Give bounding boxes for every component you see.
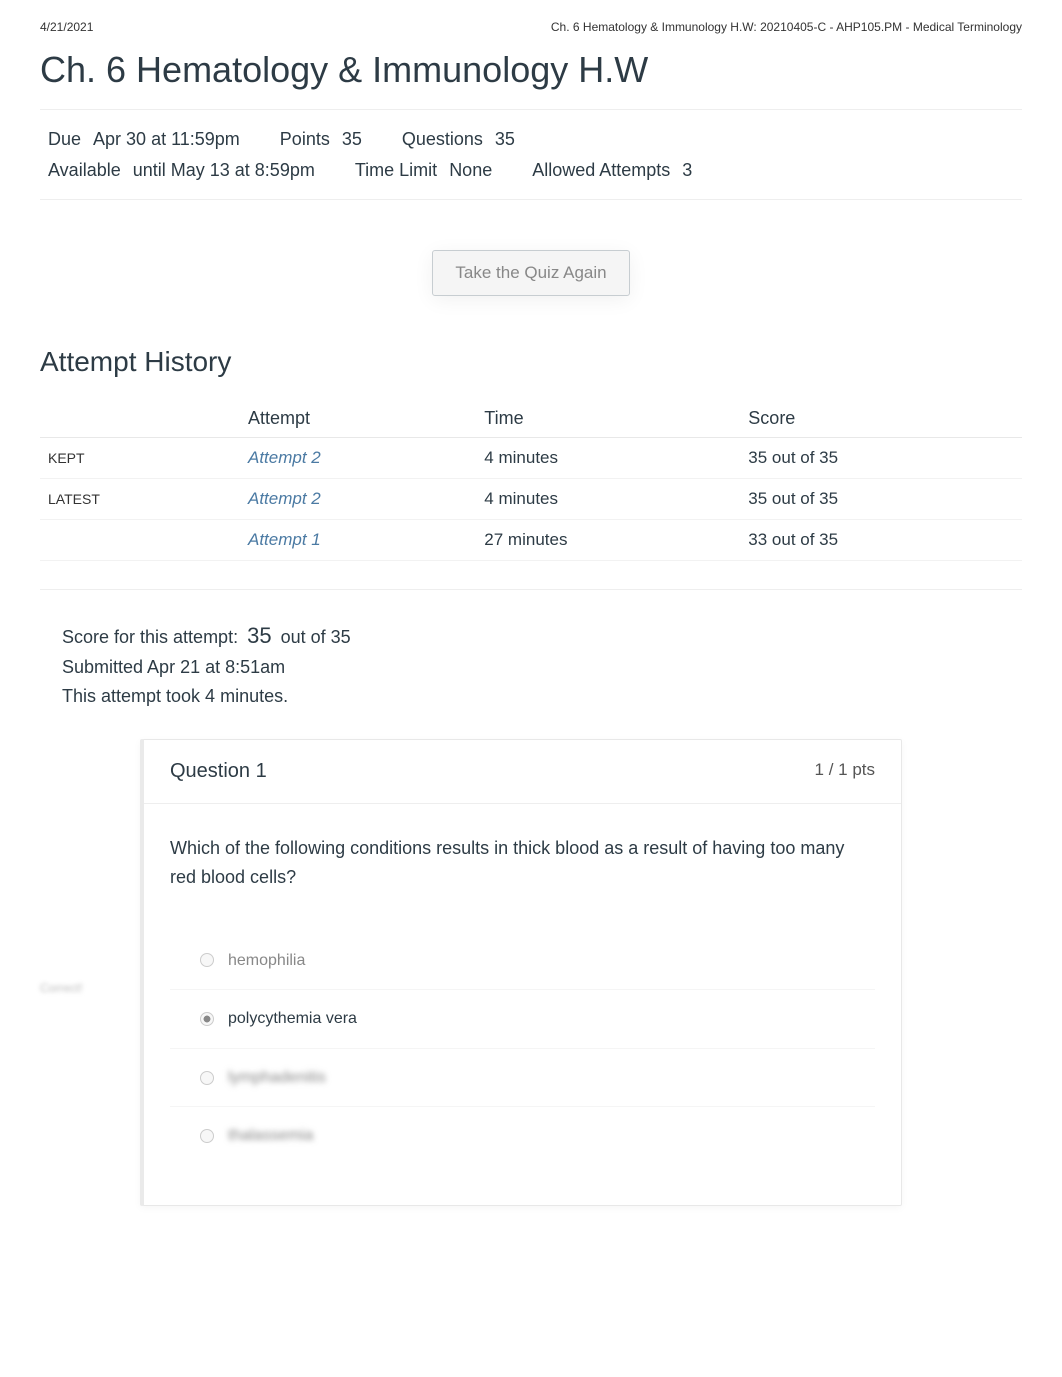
header-date: 4/21/2021 xyxy=(40,20,93,34)
timelimit-value: None xyxy=(449,155,492,186)
question-points: 1 / 1 pts xyxy=(815,760,875,783)
col-time: Time xyxy=(476,400,740,438)
available-label: Available xyxy=(48,155,121,186)
row-tag: KEPT xyxy=(40,438,240,479)
col-attempt: Attempt xyxy=(240,400,476,438)
row-tag xyxy=(40,520,240,561)
attempts-value: 3 xyxy=(682,155,692,186)
questions-label: Questions xyxy=(402,124,483,155)
option-row: lymphadenitis xyxy=(170,1048,875,1107)
radio-icon xyxy=(200,953,214,967)
option-text: lymphadenitis xyxy=(228,1065,326,1091)
table-row: LATEST Attempt 2 4 minutes 35 out of 35 xyxy=(40,479,1022,520)
row-time: 4 minutes xyxy=(476,438,740,479)
points-value: 35 xyxy=(342,124,362,155)
option-text: polycythemia vera xyxy=(228,1006,357,1032)
score-summary: Score for this attempt: 35 out of 35 Sub… xyxy=(40,590,1022,729)
submitted-line: Submitted Apr 21 at 8:51am xyxy=(62,653,1000,682)
question-label: Question 1 xyxy=(170,760,267,783)
row-score: 35 out of 35 xyxy=(740,479,1022,520)
duration-line: This attempt took 4 minutes. xyxy=(62,682,1000,711)
attempts-label: Allowed Attempts xyxy=(532,155,670,186)
attempt-link[interactable]: Attempt 2 xyxy=(248,489,321,508)
option-text: hemophilia xyxy=(228,948,305,974)
question-text: Which of the following conditions result… xyxy=(170,834,875,892)
quiz-meta-bar: Due Apr 30 at 11:59pm Points 35 Question… xyxy=(40,109,1022,200)
attempt-history-table: Attempt Time Score KEPT Attempt 2 4 minu… xyxy=(40,400,1022,561)
radio-icon xyxy=(200,1129,214,1143)
page-title: Ch. 6 Hematology & Immunology H.W xyxy=(40,49,1022,91)
attempt-link[interactable]: Attempt 1 xyxy=(248,530,321,549)
option-text: thalassemia xyxy=(228,1123,313,1149)
radio-icon xyxy=(200,1071,214,1085)
col-score: Score xyxy=(740,400,1022,438)
radio-icon xyxy=(200,1012,214,1026)
take-quiz-again-button[interactable]: Take the Quiz Again xyxy=(432,250,629,296)
row-tag: LATEST xyxy=(40,479,240,520)
options-list: hemophilia polycythemia vera lymphadenit… xyxy=(170,932,875,1165)
due-value: Apr 30 at 11:59pm xyxy=(93,124,240,155)
header-breadcrumb: Ch. 6 Hematology & Immunology H.W: 20210… xyxy=(551,20,1022,34)
points-label: Points xyxy=(280,124,330,155)
table-row: KEPT Attempt 2 4 minutes 35 out of 35 xyxy=(40,438,1022,479)
page-header: 4/21/2021 Ch. 6 Hematology & Immunology … xyxy=(40,20,1022,34)
question-card: Question 1 1 / 1 pts Which of the follow… xyxy=(140,739,902,1206)
option-row: hemophilia xyxy=(170,932,875,990)
table-row: Attempt 1 27 minutes 33 out of 35 xyxy=(40,520,1022,561)
option-row: polycythemia vera xyxy=(170,989,875,1048)
due-label: Due xyxy=(48,124,81,155)
score-prefix: Score for this attempt: xyxy=(62,627,238,647)
correct-indicator: Correct! xyxy=(40,981,140,995)
questions-value: 35 xyxy=(495,124,515,155)
score-number: 35 xyxy=(243,618,275,653)
attempt-history-title: Attempt History xyxy=(40,346,1022,378)
row-time: 27 minutes xyxy=(476,520,740,561)
score-suffix: out of 35 xyxy=(281,627,351,647)
row-time: 4 minutes xyxy=(476,479,740,520)
row-score: 33 out of 35 xyxy=(740,520,1022,561)
option-row: thalassemia xyxy=(170,1106,875,1165)
timelimit-label: Time Limit xyxy=(355,155,437,186)
attempt-link[interactable]: Attempt 2 xyxy=(248,448,321,467)
available-value: until May 13 at 8:59pm xyxy=(133,155,315,186)
row-score: 35 out of 35 xyxy=(740,438,1022,479)
